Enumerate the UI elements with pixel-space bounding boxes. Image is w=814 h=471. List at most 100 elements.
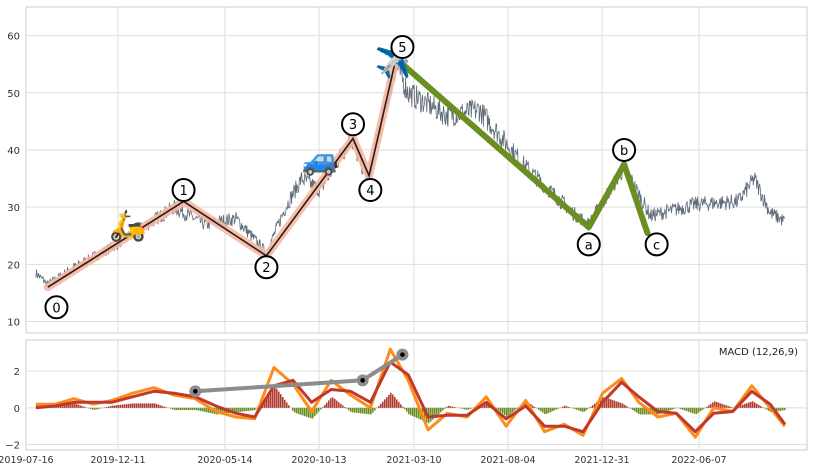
macd-histogram-bar: [381, 401, 384, 408]
macd-histogram-bar: [779, 407, 782, 411]
macd-histogram-bar: [129, 403, 132, 408]
macd-histogram-bar: [705, 406, 708, 408]
macd-histogram-bar: [175, 407, 178, 411]
macd-histogram-bar: [741, 404, 744, 408]
macd-histogram-bar: [279, 394, 282, 408]
corrective-wave-line: [393, 55, 651, 236]
wave-label-text: b: [620, 144, 628, 159]
macd-histogram-bar: [415, 407, 418, 418]
macd-histogram-bar: [543, 407, 546, 414]
macd-histogram-bar: [233, 407, 236, 413]
macd-histogram-bar: [609, 399, 612, 408]
macd-histogram-bar: [139, 403, 142, 408]
macd-histogram-bar: [329, 398, 332, 408]
macd-histogram-bar: [677, 407, 680, 409]
macd-histogram-bar: [777, 407, 780, 412]
macd-histogram-bar: [237, 407, 240, 413]
macd-histogram-bar: [111, 405, 114, 408]
macd-histogram-bar: [185, 407, 188, 411]
macd-histogram-bar: [745, 403, 748, 408]
y-tick-label: −2: [5, 441, 20, 452]
macd-histogram-bar: [359, 407, 362, 414]
macd-histogram-bar: [767, 407, 770, 411]
macd-histogram-bar: [89, 407, 92, 409]
macd-histogram-bar: [423, 407, 426, 422]
wave-label-circle: [254, 255, 279, 280]
macd-histogram-bar: [755, 403, 758, 408]
macd-histogram-bar: [499, 407, 502, 412]
macd-histogram-bar: [241, 407, 244, 412]
macd-histogram-bar: [271, 388, 274, 408]
macd-histogram-bar: [361, 407, 364, 414]
macd-histogram-bar: [607, 398, 610, 408]
macd-histogram-bar: [81, 406, 84, 408]
macd-histogram-bar: [147, 403, 150, 408]
macd-histogram-bar: [711, 402, 714, 408]
macd-histogram-bar: [341, 405, 344, 408]
macd-histogram-bar: [345, 407, 348, 409]
macd-histogram-bar: [219, 407, 222, 415]
macd-histogram-bar: [119, 404, 122, 408]
macd-histogram-bar: [407, 407, 410, 415]
y-tick-label: 20: [7, 260, 20, 271]
macd-histogram-bar: [95, 407, 98, 410]
y-tick-label: 30: [7, 203, 20, 214]
macd-histogram-bar: [753, 402, 756, 408]
macd-histogram-bar: [181, 407, 184, 411]
macd-histogram-bar: [293, 407, 296, 413]
macd-histogram-bar: [393, 396, 396, 408]
macd-histogram-bar: [413, 407, 416, 417]
macd-histogram-bar: [205, 407, 208, 413]
x-tick-label: 2019-12-11: [90, 455, 145, 466]
macd-histogram-bar: [221, 407, 224, 414]
macd-histogram-bar: [199, 407, 202, 412]
macd-histogram-bar: [461, 407, 464, 409]
macd-histogram-bar: [747, 402, 750, 408]
macd-histogram-bar: [583, 407, 586, 412]
macd-histogram-bar: [339, 403, 342, 408]
macd-histogram-bar: [547, 407, 550, 413]
macd-histogram-bar: [309, 407, 312, 419]
macd-histogram-bar: [513, 407, 516, 411]
macd-histogram-bar: [571, 407, 574, 409]
macd-histogram-bar: [173, 407, 176, 411]
macd-histogram-bar: [579, 407, 582, 412]
macd-histogram-bar: [321, 407, 324, 408]
macd-histogram-bar: [497, 407, 500, 411]
macd-histogram-bar: [195, 407, 198, 411]
macd-histogram-bar: [351, 407, 354, 413]
y-tick-label: 40: [7, 146, 20, 157]
macd-histogram-bar: [163, 406, 166, 408]
macd-histogram-bar: [249, 407, 252, 411]
macd-histogram-bar: [379, 403, 382, 408]
macd-histogram-bar: [73, 403, 76, 408]
macd-histogram-bar: [417, 407, 420, 419]
macd-histogram-bar: [399, 404, 402, 408]
macd-histogram-bar: [717, 402, 720, 408]
macd-histogram-bar: [273, 385, 276, 408]
macd-histogram-bar: [75, 404, 78, 408]
macd-histogram-bar: [37, 403, 40, 408]
macd-histogram-bar: [365, 407, 368, 414]
macd-histogram-bar: [541, 407, 544, 413]
macd-histogram-bar: [615, 401, 618, 408]
macd-histogram-bar: [319, 407, 322, 410]
macd-histogram-bar: [693, 407, 696, 414]
macd-histogram-bar: [323, 404, 326, 408]
macd-histogram-bar: [539, 407, 542, 412]
macd-histogram-bar: [689, 407, 692, 413]
price-plot-area: [25, 6, 808, 334]
macd-histogram-bar: [467, 407, 470, 410]
macd-histogram-bar: [291, 407, 294, 411]
macd-histogram-bar: [713, 401, 716, 408]
x-tick-label: 2021-12-31: [574, 455, 629, 466]
macd-histogram-bar: [201, 407, 204, 412]
macd-histogram-bar: [667, 407, 670, 411]
macd-histogram-bar: [549, 407, 552, 413]
macd-histogram-bar: [553, 407, 556, 411]
macd-histogram-bar: [327, 400, 330, 408]
wave-label-circle: [171, 178, 196, 203]
divergence-point-center: [360, 378, 365, 383]
macd-histogram-bar: [637, 407, 640, 414]
macd-histogram-bar: [625, 406, 628, 408]
